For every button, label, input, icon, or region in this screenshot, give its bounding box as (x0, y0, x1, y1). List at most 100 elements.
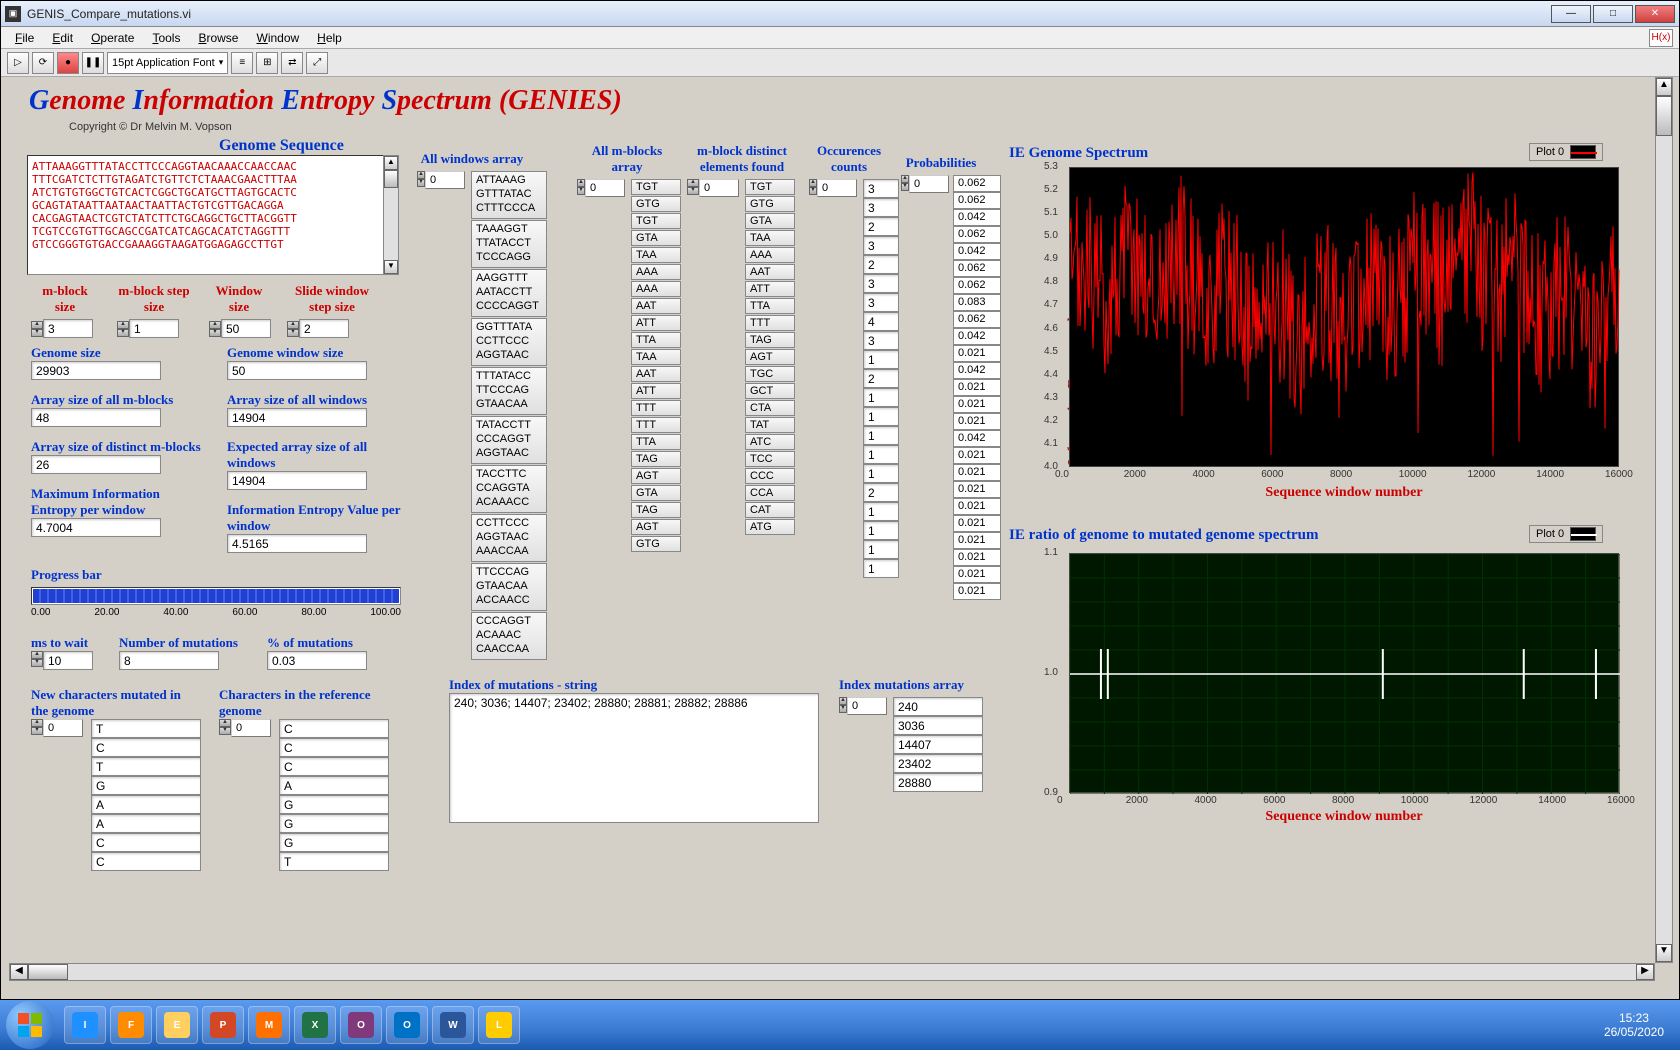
num-mutations[interactable] (119, 651, 219, 670)
array-cell[interactable]: TAG (631, 502, 681, 518)
window-cell[interactable]: ATTAAAG GTTTATAC CTTTCCCA (471, 171, 547, 219)
array-cell[interactable]: TGC (745, 366, 795, 382)
array-cell[interactable]: 1 (863, 445, 899, 464)
array-cell[interactable]: AAT (631, 366, 681, 382)
align-button[interactable]: ≡ (231, 52, 253, 74)
menu-help[interactable]: Help (309, 29, 350, 47)
array-cell[interactable]: 0.042 (953, 243, 1001, 260)
window-cell[interactable]: CCCAGGT ACAAAC CAACCAA (471, 612, 547, 660)
array-cell[interactable]: 0.042 (953, 328, 1001, 345)
window-cell[interactable]: GGTTTATA CCTTCCC AGGTAAC (471, 318, 547, 366)
array-cell[interactable]: 0.042 (953, 362, 1001, 379)
array-cell[interactable]: 0.042 (953, 430, 1001, 447)
array-cell[interactable]: C (91, 852, 201, 871)
array-cell[interactable]: GTA (631, 230, 681, 246)
menu-window[interactable]: Window (248, 29, 307, 47)
array-cell[interactable]: 0.021 (953, 532, 1001, 549)
array-cell[interactable]: 1 (863, 559, 899, 578)
array-cell[interactable]: CCA (745, 485, 795, 501)
menu-edit[interactable]: Edit (44, 29, 81, 47)
array-cell[interactable]: CCC (745, 468, 795, 484)
array-cell[interactable]: ATC (745, 434, 795, 450)
array-cell[interactable]: TTT (631, 417, 681, 433)
array-cell[interactable]: TGT (631, 179, 681, 195)
context-help-icon[interactable]: H(x) (1649, 29, 1673, 47)
array-cell[interactable]: 3 (863, 274, 899, 293)
array-cell[interactable]: TTA (745, 298, 795, 314)
window-cell[interactable]: TATACCTT CCCAGGT AGGTAAC (471, 416, 547, 464)
array-cell[interactable]: TAA (745, 230, 795, 246)
taskbar-app-icon[interactable]: I (64, 1006, 106, 1044)
array-cell[interactable]: C (279, 738, 389, 757)
array-cell[interactable]: 0.083 (953, 294, 1001, 311)
array-cell[interactable]: AAT (631, 298, 681, 314)
array-cell[interactable]: 0.021 (953, 515, 1001, 532)
mblock-spinner[interactable]: ▲▼ (31, 321, 43, 337)
array-cell[interactable]: AGT (745, 349, 795, 365)
array-cell[interactable]: 0.042 (953, 209, 1001, 226)
array-cell[interactable]: TAG (631, 451, 681, 467)
taskbar-app-icon[interactable]: W (432, 1006, 474, 1044)
array-cell[interactable]: G (279, 795, 389, 814)
array-cell[interactable]: TTA (631, 434, 681, 450)
array-cell[interactable]: TCC (745, 451, 795, 467)
array-cell[interactable]: G (91, 776, 201, 795)
array-cell[interactable]: GTG (745, 196, 795, 212)
menu-browse[interactable]: Browse (190, 29, 246, 47)
array-cell[interactable]: CTA (745, 400, 795, 416)
taskbar-app-icon[interactable]: L (478, 1006, 520, 1044)
array-cell[interactable]: CAT (745, 502, 795, 518)
array-cell[interactable]: GTA (631, 485, 681, 501)
array-cell[interactable]: AAA (631, 281, 681, 297)
array-cell[interactable]: T (91, 719, 201, 738)
array-cell[interactable]: A (91, 814, 201, 833)
expected-arr[interactable] (227, 471, 367, 490)
array-cell[interactable]: 1 (863, 350, 899, 369)
array-cell[interactable]: 14407 (893, 735, 983, 754)
array-cell[interactable]: TTT (631, 400, 681, 416)
array-cell[interactable]: 2 (863, 369, 899, 388)
array-cell[interactable]: 1 (863, 521, 899, 540)
array-cell[interactable]: 0.021 (953, 464, 1001, 481)
array-cell[interactable]: T (91, 757, 201, 776)
array-cell[interactable]: 2 (863, 217, 899, 236)
pct-mutations[interactable] (267, 651, 367, 670)
taskbar-app-icon[interactable]: F (110, 1006, 152, 1044)
pause-button[interactable]: ❚❚ (82, 52, 104, 74)
panel-hscroll[interactable]: ◀▶ (9, 963, 1655, 981)
taskbar-clock[interactable]: 15:23 26/05/2020 (1604, 1011, 1674, 1039)
array-cell[interactable]: ATT (631, 315, 681, 331)
array-cell[interactable]: 240 (893, 697, 983, 716)
array-cell[interactable]: 1 (863, 426, 899, 445)
array-cell[interactable]: 0.062 (953, 226, 1001, 243)
array-cell[interactable]: 2 (863, 483, 899, 502)
wsize-spinner[interactable]: ▲▼ (209, 321, 221, 337)
array-cell[interactable]: C (91, 738, 201, 757)
ie-spectrum-chart[interactable] (1069, 167, 1619, 467)
array-cell[interactable]: 28880 (893, 773, 983, 792)
array-cell[interactable]: T (279, 852, 389, 871)
menu-tools[interactable]: Tools (144, 29, 188, 47)
array-cell[interactable]: 0.062 (953, 277, 1001, 294)
array-cell[interactable]: 0.021 (953, 379, 1001, 396)
run-button[interactable]: ▷ (7, 52, 29, 74)
window-cell[interactable]: TTTATACC TTCCCAG GTAACAA (471, 367, 547, 415)
max-ie[interactable] (31, 518, 161, 537)
array-cell[interactable]: 0.062 (953, 311, 1001, 328)
distribute-button[interactable]: ⊞ (256, 52, 278, 74)
array-cell[interactable]: TAG (745, 332, 795, 348)
window-cell[interactable]: CCTTCCC AGGTAAC AAACCAA (471, 514, 547, 562)
close-button[interactable]: ✕ (1635, 5, 1675, 23)
mstep-input[interactable] (129, 319, 179, 338)
wsize-input[interactable] (221, 319, 271, 338)
array-cell[interactable]: GTG (631, 536, 681, 552)
array-cell[interactable]: C (91, 833, 201, 852)
arr-mblocks[interactable] (31, 408, 161, 427)
array-cell[interactable]: 3 (863, 293, 899, 312)
genome-window-size[interactable] (227, 361, 367, 380)
menu-operate[interactable]: Operate (83, 29, 142, 47)
window-cell[interactable]: TACCTTC CCAGGTA ACAAACC (471, 465, 547, 513)
array-cell[interactable]: 23402 (893, 754, 983, 773)
array-cell[interactable]: 1 (863, 464, 899, 483)
array-cell[interactable]: 3 (863, 331, 899, 350)
